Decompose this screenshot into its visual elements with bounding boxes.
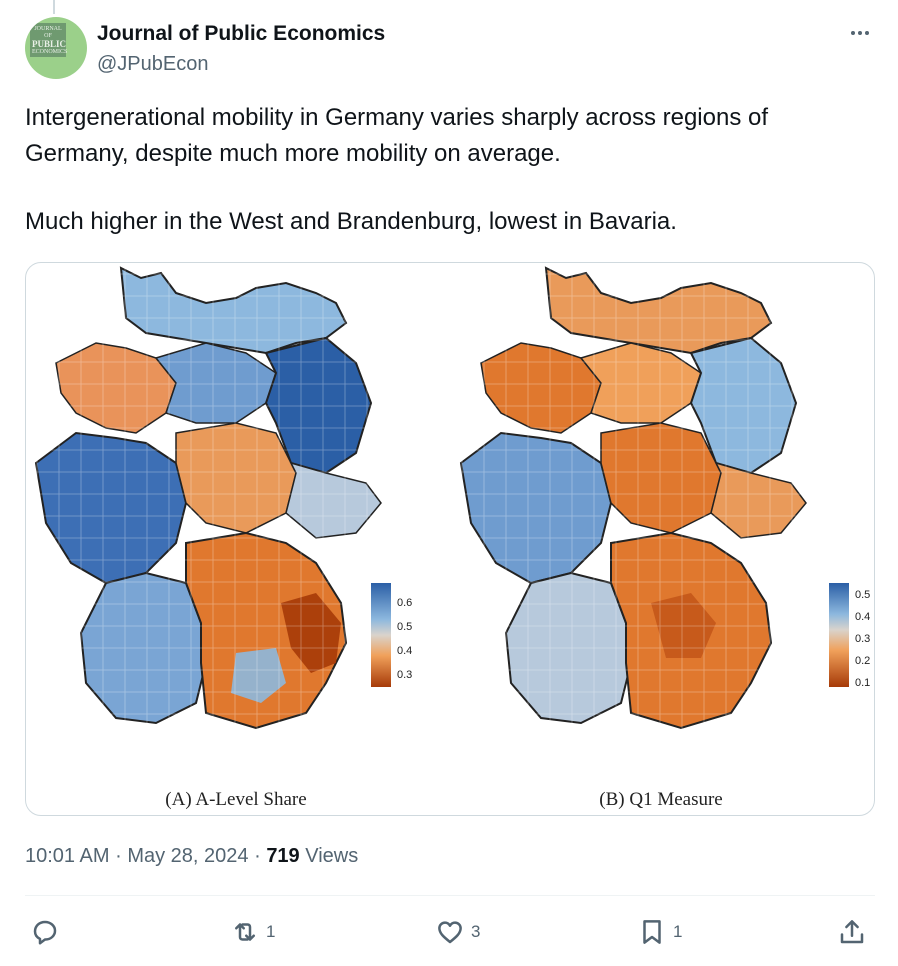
more-icon[interactable]: [845, 21, 875, 45]
action-bar: 1 3 1: [25, 912, 875, 952]
like-button[interactable]: 3: [435, 912, 480, 952]
germany-map-a: [26, 263, 446, 815]
reply-icon: [33, 920, 57, 945]
tweet-paragraph-2: Much higher in the West and Brandenburg,…: [25, 208, 677, 235]
caption-a: (A) A-Level Share: [165, 789, 307, 810]
map-panel-b: 0.5 0.4 0.3 0.2 0.1 (B) Q1 Measure: [451, 263, 871, 815]
legend-b-colorbar: [829, 583, 849, 687]
tweet-text: Intergenerational mobility in Germany va…: [25, 100, 865, 240]
tweet-meta: 10:01 AM · May 28, 2024 · 719 Views: [25, 845, 358, 868]
legend-b-tick: 0.4: [855, 611, 871, 623]
avatar-text-bottom: ECONOMICS: [32, 49, 68, 55]
thread-line: [53, 0, 55, 14]
account-name[interactable]: Journal of Public Economics: [97, 22, 386, 45]
tweet-media[interactable]: 0.6 0.5 0.4 0.3 (A) A-Level Share: [25, 262, 875, 816]
tweet-time[interactable]: 10:01 AM: [25, 845, 110, 867]
legend-a-colorbar: [371, 583, 391, 687]
avatar[interactable]: JOURNAL OF PUBLIC ECONOMICS: [25, 17, 87, 79]
germany-map-b: [451, 263, 871, 815]
bookmark-count: 1: [673, 922, 683, 941]
legend-b-tick: 0.3: [855, 633, 871, 645]
legend-a-tick: 0.4: [397, 645, 413, 657]
legend-b-tick: 0.2: [855, 655, 871, 667]
divider: [25, 895, 875, 896]
avatar-cover-image: JOURNAL OF PUBLIC ECONOMICS: [30, 23, 68, 57]
bookmark-icon: [643, 920, 661, 944]
legend-a-tick: 0.6: [397, 597, 413, 609]
avatar-text-top: JOURNAL OF: [34, 26, 62, 39]
meta-separator: ·: [115, 845, 122, 867]
avatar-text-main: PUBLIC: [32, 39, 67, 49]
account-handle[interactable]: @JPubEcon: [97, 53, 209, 75]
tweet-header: JOURNAL OF PUBLIC ECONOMICS Journal of P…: [25, 17, 875, 81]
meta-separator: ·: [254, 845, 261, 867]
retweet-icon: [235, 923, 255, 941]
tweet-date[interactable]: May 28, 2024: [127, 845, 249, 867]
share-button[interactable]: [837, 912, 867, 952]
map-panel-a: 0.6 0.5 0.4 0.3 (A) A-Level Share: [26, 263, 446, 815]
legend-b-tick: 0.5: [855, 589, 871, 601]
reply-button[interactable]: [30, 912, 66, 952]
legend-b-tick: 0.1: [855, 677, 871, 689]
bookmark-button[interactable]: 1: [637, 912, 682, 952]
share-icon: [840, 920, 864, 944]
legend-a-tick: 0.3: [397, 669, 413, 681]
like-icon: [438, 921, 462, 944]
legend-a-tick: 0.5: [397, 621, 413, 633]
like-count: 3: [471, 922, 481, 941]
tweet-paragraph-1: Intergenerational mobility in Germany va…: [25, 104, 769, 167]
views-label: Views: [305, 845, 359, 867]
views-count: 719: [266, 845, 300, 867]
retweet-button[interactable]: 1: [230, 912, 275, 952]
caption-b: (B) Q1 Measure: [599, 789, 723, 810]
retweet-count: 1: [266, 922, 276, 941]
